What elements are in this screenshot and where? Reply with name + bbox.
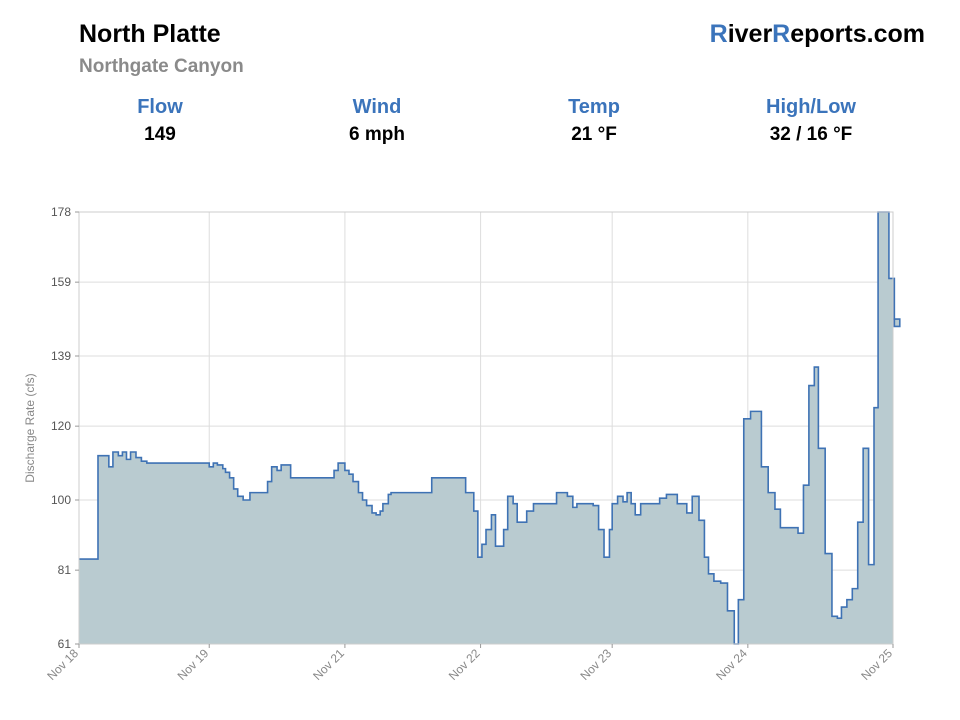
stat-high-low-label: High/Low [766,96,856,118]
x-tick-label: Nov 19 [175,646,212,683]
brand-text-1: iver [727,20,773,48]
y-tick-label: 139 [51,349,71,363]
stat-wind-value: 6 mph [349,124,405,145]
stat-temp: Temp 21 °F [494,96,694,146]
y-axis-label: Discharge Rate (cfs) [23,373,37,482]
brand-logo[interactable]: RiverReports.com [710,20,925,49]
stat-temp-value: 21 °F [571,124,617,145]
stat-high-low-value: 32 / 16 °F [769,124,853,145]
stat-flow: Flow 149 [60,96,260,146]
y-tick-label: 178 [51,205,71,219]
x-tick-label: Nov 24 [713,646,750,683]
x-tick-label: Nov 21 [310,646,347,683]
stat-flow-value: 149 [144,124,176,145]
brand-initial-r2: R [772,20,791,48]
stat-wind-label: Wind [352,96,402,118]
stat-temp-label: Temp [568,96,620,118]
plot-frame [78,211,894,645]
x-tick-label: Nov 25 [858,646,895,683]
page-subtitle: Northgate Canyon [79,56,244,77]
stat-high-low: High/Low 32 / 16 °F [711,96,911,146]
page-title: North Platte [79,20,221,48]
x-tick-label: Nov 18 [44,646,81,683]
y-tick-label: 61 [58,637,72,651]
brand-text-2: eports.com [790,20,925,48]
y-tick-label: 81 [58,563,72,577]
stat-wind: Wind 6 mph [277,96,477,146]
discharge-area [79,212,900,644]
y-tick-label: 159 [51,275,71,289]
brand-initial-r1: R [709,20,728,48]
x-tick-label: Nov 22 [446,646,483,683]
x-tick-label: Nov 23 [577,646,614,683]
y-tick-label: 100 [51,493,71,507]
y-tick-label: 120 [51,419,71,433]
stat-flow-label: Flow [137,96,183,118]
discharge-line [79,211,901,645]
